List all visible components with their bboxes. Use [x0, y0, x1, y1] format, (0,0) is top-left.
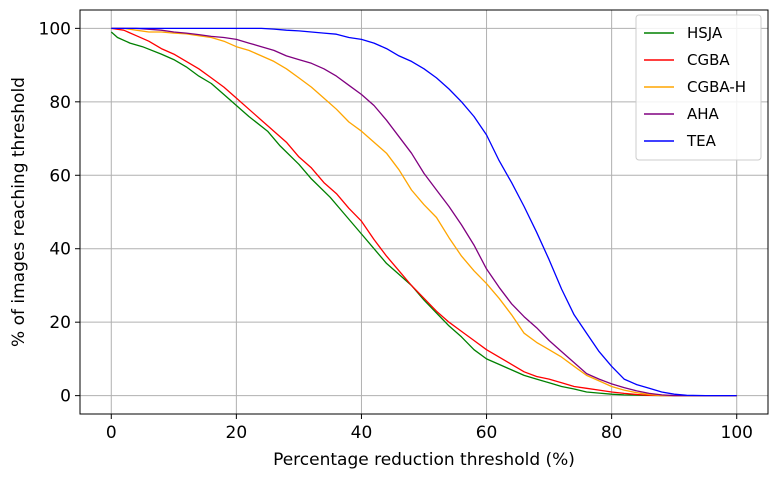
legend-label: HSJA — [687, 24, 723, 42]
series-line-tea — [111, 27, 737, 397]
y-tick-label: 60 — [49, 166, 71, 186]
ticks: 0 20 40 60 80 100 0 20 40 60 80 100 — [39, 19, 753, 443]
legend: HSJA CGBA CGBA-H AHA TEA — [635, 14, 762, 161]
legend-label: CGBA-H — [687, 78, 746, 96]
y-tick-label: 0 — [60, 387, 71, 407]
legend-box — [635, 14, 762, 161]
x-tick-label: 100 — [721, 423, 753, 443]
y-tick-label: 80 — [49, 93, 71, 113]
x-tick-label: 60 — [476, 423, 498, 443]
y-tick-label: 20 — [49, 313, 71, 333]
series-line-cgba — [111, 27, 737, 397]
y-axis-title: % of images reaching threshold — [9, 77, 29, 347]
x-tick-label: 20 — [226, 423, 248, 443]
y-tick-label: 100 — [39, 19, 71, 39]
x-tick-label: 80 — [601, 423, 623, 443]
x-axis-title: Percentage reduction threshold (%) — [273, 450, 575, 470]
x-tick-label: 0 — [106, 423, 117, 443]
series-line-cgba-h — [111, 27, 737, 397]
legend-label: TEA — [686, 132, 717, 150]
series-lines — [110, 27, 737, 397]
series-line-hsja — [110, 31, 737, 397]
plot-frame — [79, 9, 769, 415]
legend-label: AHA — [687, 105, 720, 123]
x-tick-label: 40 — [351, 423, 373, 443]
series-line-aha — [111, 27, 737, 397]
y-tick-label: 40 — [49, 240, 71, 260]
legend-label: CGBA — [687, 51, 730, 69]
